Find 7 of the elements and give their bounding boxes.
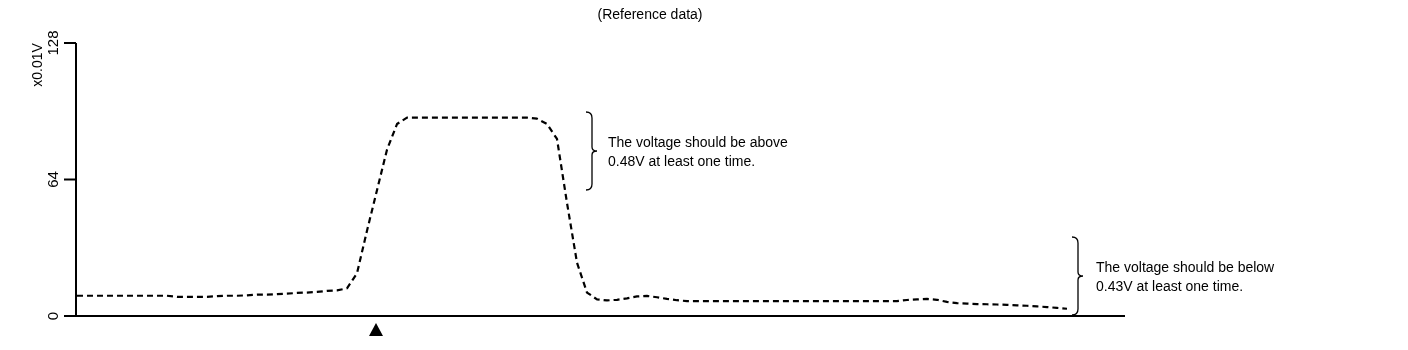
y-tick-label: 0 — [44, 311, 61, 321]
text: The voltage should be below 0.43V at least one time. — [1096, 259, 1276, 294]
y-axis-title: x0.01V — [29, 42, 45, 87]
y-tick-label: 64 — [44, 171, 61, 188]
chart-title: (Reference data) — [597, 6, 703, 22]
y-tick-label: 128 — [44, 30, 61, 56]
annotation: The voltage should be above 0.48V at least one time. — [608, 134, 789, 169]
